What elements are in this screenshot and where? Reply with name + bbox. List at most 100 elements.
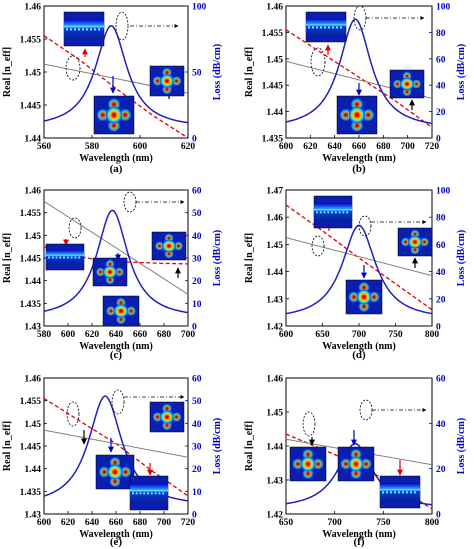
- chart-panel-f: 650 700 750 800 1.42 1.43 1.44 1.45 1.46 0 20 40 60 W…: [244, 375, 467, 549]
- y-left-tick-label: 1.445: [20, 255, 42, 265]
- panel-label: (f): [354, 536, 365, 548]
- x-tick-label: 650: [279, 518, 294, 528]
- mode-profile-inset: [397, 227, 433, 257]
- surface-mode-lobe: [327, 211, 330, 214]
- x-axis-label: Wavelength (nm): [322, 341, 396, 352]
- mode-profile-inset: [149, 401, 185, 433]
- panel-label: (d): [352, 349, 366, 361]
- surface-mode-lobe: [324, 26, 326, 29]
- surface-mode-lobe: [342, 211, 345, 214]
- y-right-tick-label: 20: [436, 108, 446, 118]
- mode-side-lobe: [174, 241, 184, 251]
- surface-mode-lobe: [66, 28, 68, 31]
- x-tick-label: 750: [388, 330, 403, 340]
- neff-core-mode-curve: [286, 204, 432, 311]
- y-left-tick-label: 1.45: [266, 409, 283, 419]
- x-tick-label: 680: [133, 518, 148, 528]
- mode-profile-inset: [151, 231, 187, 261]
- x-tick-label: 640: [109, 330, 124, 340]
- y-left-tick-label: 1.435: [20, 488, 42, 498]
- mode-side-lobe: [312, 458, 324, 470]
- mode-side-lobe: [171, 76, 182, 86]
- surface-mode-lobe: [331, 211, 333, 214]
- panel-label: (a): [110, 163, 123, 175]
- y-left-tick-label: 1.445: [262, 82, 284, 92]
- surface-mode-lobe: [346, 211, 349, 214]
- surface-mode-lobe: [132, 492, 134, 495]
- x-tick-label: 800: [425, 518, 440, 528]
- surface-mode-lobe: [150, 492, 153, 495]
- mode-side-lobe: [348, 291, 360, 303]
- x-tick-label: 800: [425, 330, 440, 340]
- chart-panel-e: 600 620 640 660 680 700 7201.431.4351.441.4451…: [2, 375, 223, 549]
- y-left-tick-label: 1.455: [20, 209, 42, 219]
- surface-mode-lobe: [334, 211, 337, 214]
- mode-profile-inset: [379, 475, 421, 509]
- mode-core-spot: [113, 304, 129, 318]
- surface-mode-lobe: [398, 491, 400, 494]
- surface-mode-lobe: [312, 26, 314, 29]
- y-left-tick-label: 1.43: [266, 295, 283, 305]
- mode-side-lobe: [362, 108, 375, 122]
- y-right-tick-label: 40: [192, 232, 202, 242]
- x-tick-label: 580: [85, 142, 100, 152]
- mode-profile-inset: [337, 446, 375, 482]
- x-tick-label: 600: [279, 330, 294, 340]
- surface-mode-lobe: [158, 492, 161, 495]
- mode-profile-inset: [389, 69, 425, 99]
- x-tick-label: 640: [85, 518, 100, 528]
- y-left-tick-label: 1.46: [24, 375, 41, 385]
- y-right-tick-label: 40: [436, 420, 446, 430]
- y-left-tick-label: 1.46: [266, 3, 283, 13]
- surface-mode-lobe: [319, 211, 322, 214]
- y-right-tick-label: 60: [192, 187, 202, 197]
- y-left-tick-label: 1.435: [20, 300, 42, 310]
- surface-mode-lobe: [414, 491, 416, 494]
- chart-panel-b: 600 620 640 660 680 700 7201.4351.441.4451.451…: [244, 3, 467, 176]
- surface-mode-lobe: [63, 256, 65, 259]
- mode-profile-inset: [102, 295, 140, 327]
- mode-profile-inset: [93, 95, 135, 135]
- mode-side-lobe: [393, 79, 402, 89]
- dashed-ellipse-icon: [111, 389, 125, 415]
- mode-side-lobe: [401, 237, 410, 247]
- surface-mode-lobe: [55, 256, 58, 259]
- mode-side-lobe: [106, 306, 116, 316]
- mode-side-lobe: [360, 458, 372, 470]
- x-tick-label: 620: [85, 330, 100, 340]
- surface-mode-lobe: [323, 211, 326, 214]
- mode-side-lobe: [155, 241, 164, 251]
- dashed-ellipse-icon: [310, 47, 326, 77]
- y-left-tick-label: 1.46: [266, 375, 283, 385]
- surface-mode-lobe: [143, 492, 146, 495]
- y-left-axis-label: Real [n_eff]: [2, 47, 13, 97]
- x-tick-label: 660: [133, 330, 148, 340]
- surface-mode-lobe: [402, 491, 404, 494]
- y-right-tick-label: 0: [192, 135, 197, 145]
- y-right-tick-label: 60: [192, 375, 202, 385]
- mode-profile-inset: [63, 11, 105, 47]
- surface-mode-lobe: [90, 28, 92, 31]
- y-left-tick-label: 1.44: [24, 465, 41, 475]
- surface-mode-lobe: [320, 26, 322, 29]
- y-left-tick-label: 1.45: [24, 232, 41, 242]
- y-left-axis-label: Real [n_eff]: [244, 233, 255, 283]
- neff-core-mode-curve: [286, 29, 432, 128]
- y-right-tick-label: 0: [436, 323, 441, 333]
- y-left-tick-label: 1.44: [266, 443, 283, 453]
- x-tick-label: 640: [328, 142, 343, 152]
- mode-profile-inset: [45, 243, 85, 271]
- mode-core-spot: [349, 106, 365, 124]
- x-tick-label: 680: [157, 330, 172, 340]
- surface-mode-lobe: [74, 28, 76, 31]
- x-tick-label: 660: [109, 518, 124, 528]
- y-left-axis-label: Real [n_eff]: [2, 421, 13, 471]
- dashed-ellipse-icon: [358, 215, 372, 237]
- y-right-axis-label: Loss (dB/cm): [212, 418, 223, 474]
- y-right-tick-label: 40: [436, 268, 446, 278]
- mode-side-lobe: [98, 466, 110, 478]
- surface-mode-lobe: [316, 211, 318, 214]
- y-right-tick-label: 100: [436, 187, 451, 197]
- mode-profile-inset: [345, 279, 383, 315]
